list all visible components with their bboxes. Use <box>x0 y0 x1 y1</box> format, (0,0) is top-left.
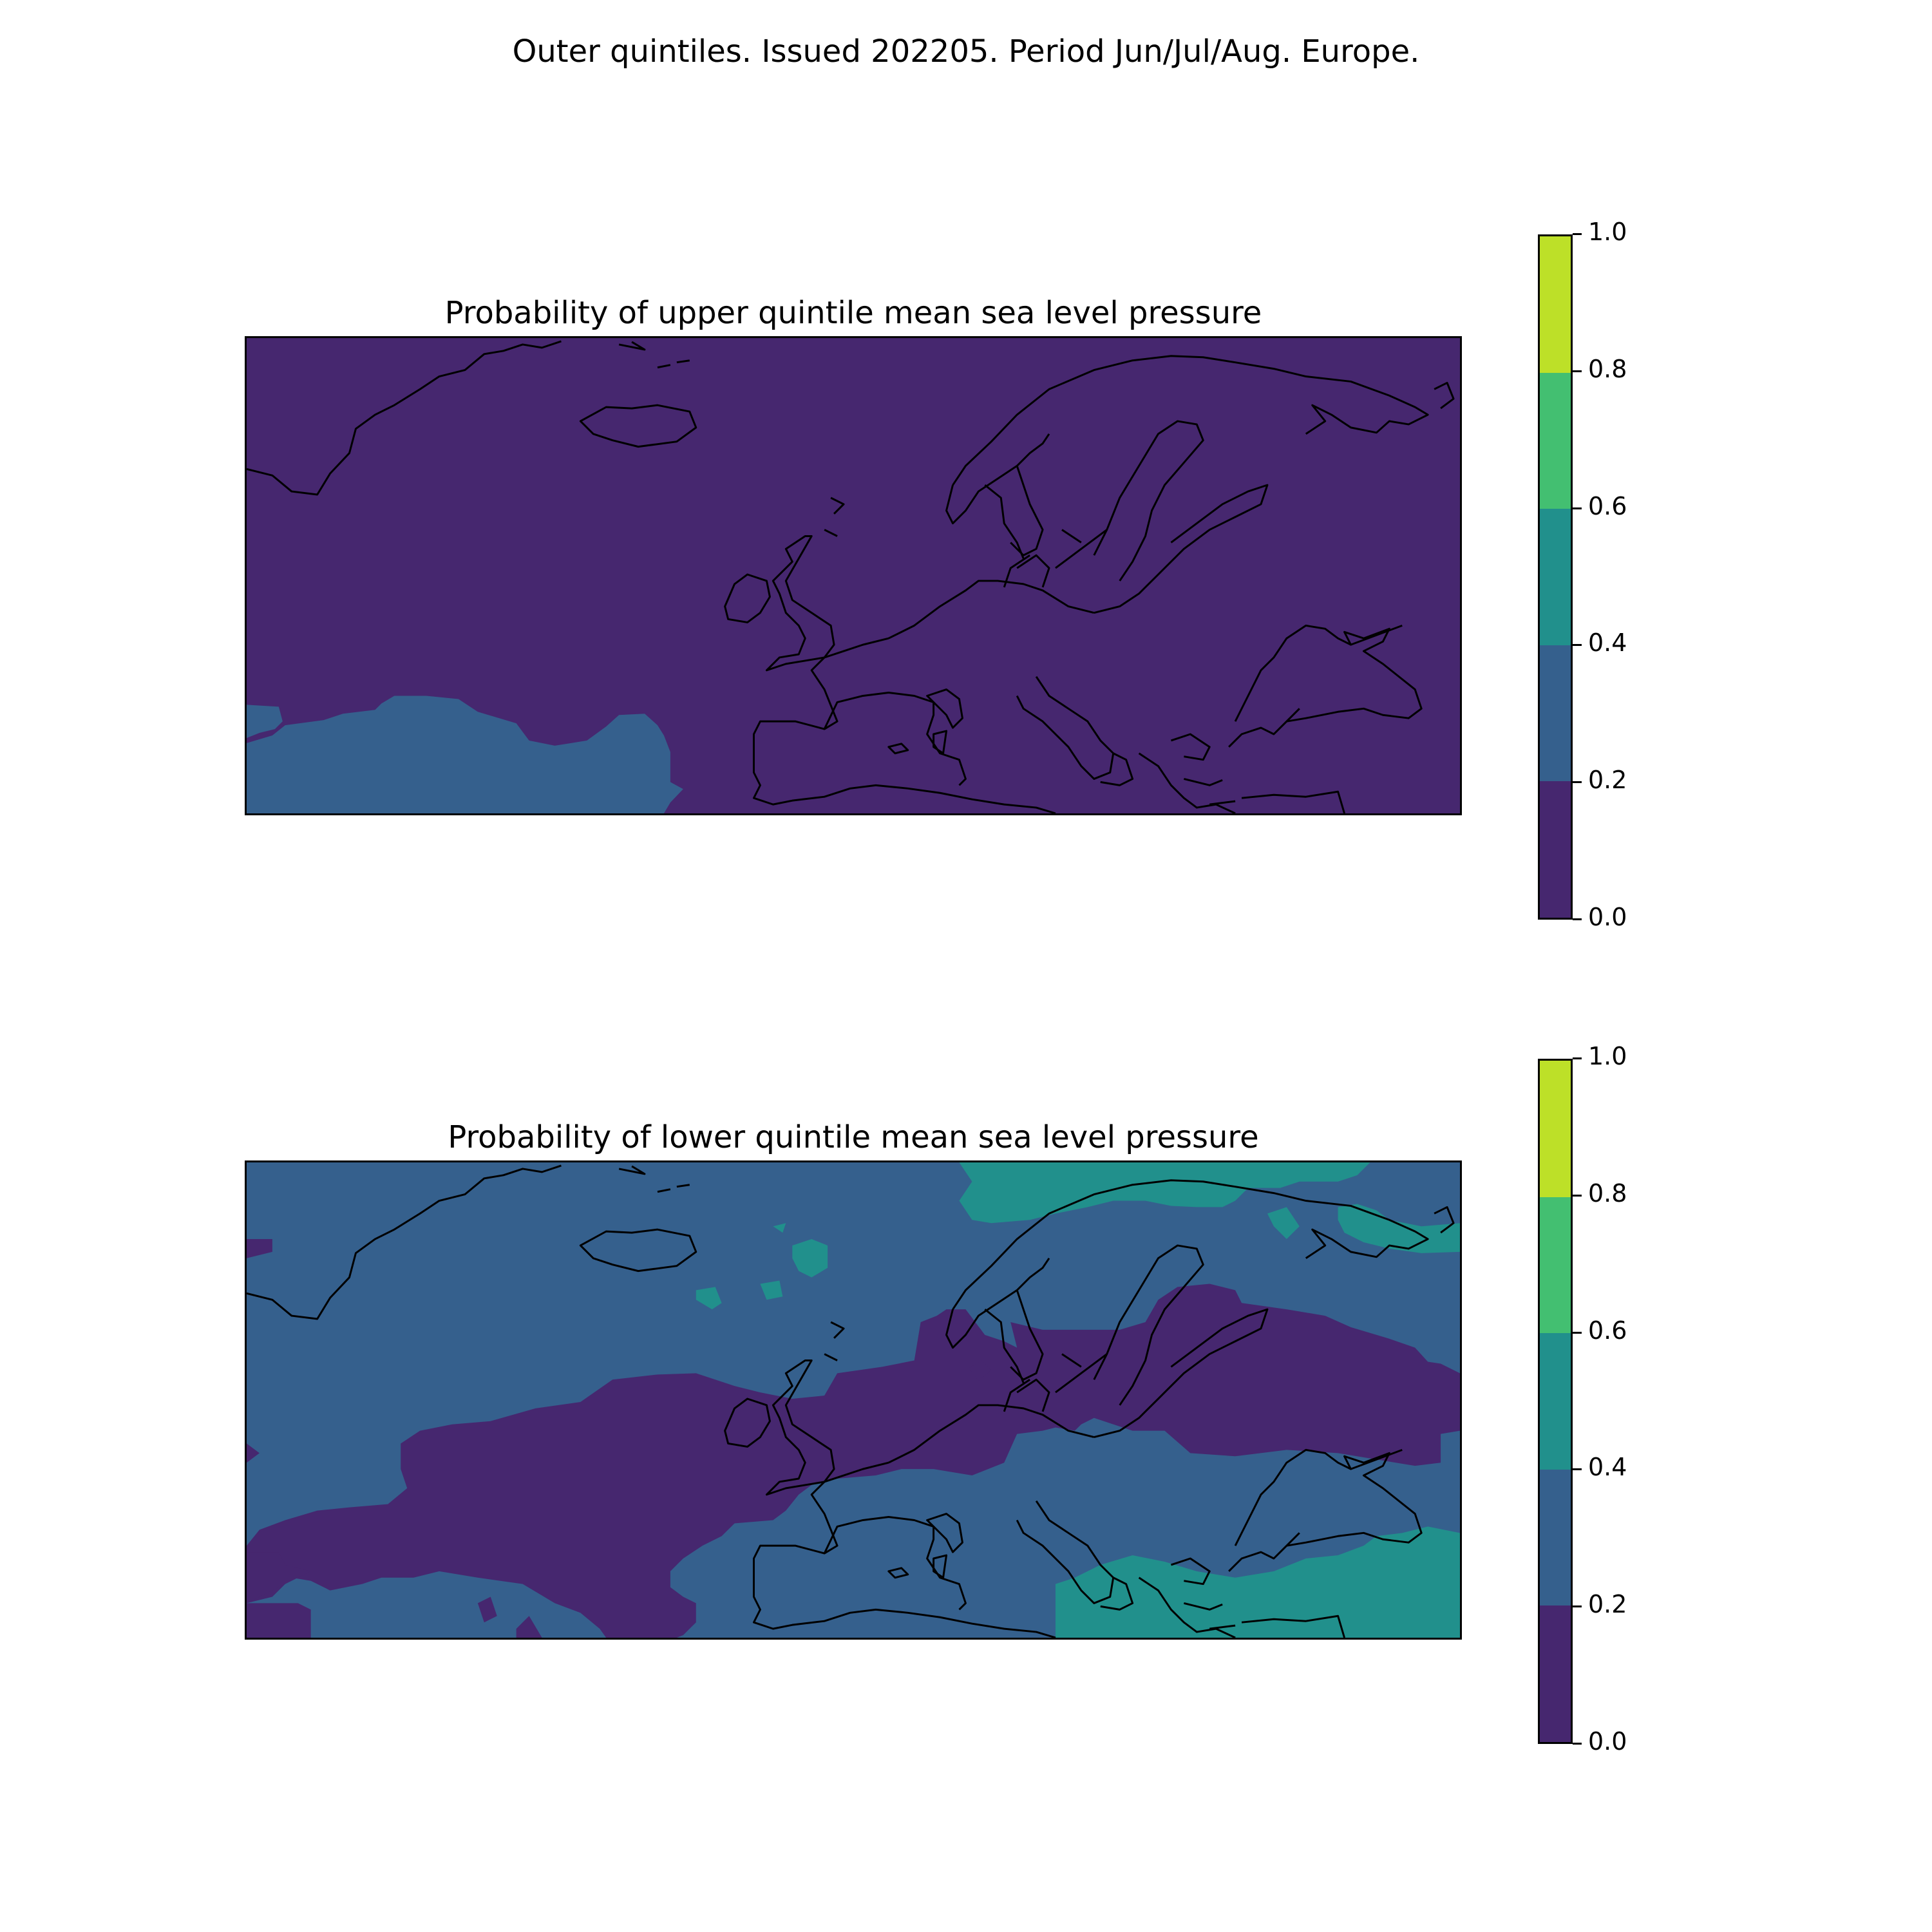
upper-colorbar-tick-label: 0.2 <box>1588 766 1627 794</box>
lower-colorbar-bin-0.8-1.0 <box>1540 1061 1571 1197</box>
upper-colorbar <box>1538 234 1573 920</box>
upper-colorbar-tick-label: 1.0 <box>1588 218 1627 246</box>
lower-colorbar-tick-label: 0.4 <box>1588 1453 1627 1481</box>
upper-colorbar-tick-label: 0.4 <box>1588 629 1627 657</box>
lower-panel-title: Probability of lower quintile mean sea l… <box>448 1119 1259 1155</box>
lower-colorbar-tick-label: 1.0 <box>1588 1042 1627 1070</box>
lower-colorbar-bin-0.2-0.4 <box>1540 1469 1571 1606</box>
upper-colorbar-bin-0.2-0.4 <box>1540 645 1571 782</box>
lower-bin-low <box>247 1239 1460 1638</box>
upper-colorbar-bin-0.0-0.2 <box>1540 781 1571 918</box>
lower-colorbar-bin-0.0-0.2 <box>1540 1605 1571 1742</box>
upper-colorbar-tick-label: 0.0 <box>1588 903 1627 931</box>
lower-coastlines <box>247 1164 1455 1638</box>
lower-colorbar-bin-0.4-0.6 <box>1540 1333 1571 1470</box>
lower-quintile-map <box>245 1160 1462 1640</box>
lower-bin-high <box>696 1162 1460 1638</box>
lower-colorbar-tick-label: 0.8 <box>1588 1179 1627 1208</box>
upper-quintile-map <box>245 336 1462 815</box>
upper-bin-mid <box>247 696 683 813</box>
lower-colorbar-tick-label: 0.0 <box>1588 1727 1627 1756</box>
upper-colorbar-tick-label: 0.6 <box>1588 492 1627 520</box>
lower-colorbar-tick-label: 0.6 <box>1588 1316 1627 1345</box>
upper-colorbar-bin-0.4-0.6 <box>1540 509 1571 645</box>
lower-colorbar <box>1538 1059 1573 1744</box>
lower-colorbar-tick-label: 0.2 <box>1588 1590 1627 1618</box>
upper-colorbar-bin-0.6-0.8 <box>1540 372 1571 509</box>
lower-colorbar-bin-0.6-0.8 <box>1540 1197 1571 1334</box>
upper-colorbar-bin-0.8-1.0 <box>1540 236 1571 373</box>
upper-coastlines <box>247 340 1455 813</box>
upper-panel-title: Probability of upper quintile mean sea l… <box>444 295 1262 331</box>
figure-title: Outer quintiles. Issued 202205. Period J… <box>512 33 1420 70</box>
upper-colorbar-tick-label: 0.8 <box>1588 355 1627 383</box>
